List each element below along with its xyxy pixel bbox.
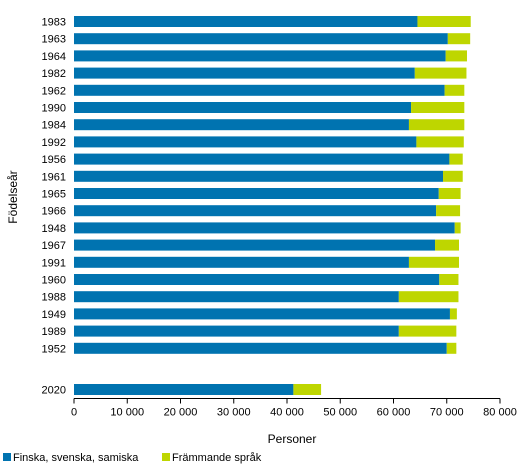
bar-1990-series-1 bbox=[74, 102, 412, 113]
bar-1952-series-1 bbox=[74, 342, 447, 354]
x-tick-label-10000: 10 000 bbox=[110, 407, 144, 419]
bar-1992-series-2 bbox=[416, 136, 464, 148]
y-tick-label-1983: 1983 bbox=[42, 17, 66, 29]
bar-1983-series-1 bbox=[74, 16, 418, 27]
y-tick-labels: 1983 1963 1964 1982 1962 1990 1984 1992 1956 1961… bbox=[42, 17, 66, 397]
bar-1989-series-1 bbox=[74, 325, 399, 337]
x-axis-title: Personer bbox=[268, 432, 317, 446]
y-tick-label-1949: 1949 bbox=[42, 309, 66, 321]
y-tick-label-1963: 1963 bbox=[42, 34, 66, 46]
y-tick-label-1956: 1956 bbox=[42, 154, 66, 166]
y-tick-label-1964: 1964 bbox=[42, 51, 66, 63]
y-tick-label-1948: 1948 bbox=[42, 223, 66, 235]
bar-1962-series-2 bbox=[444, 84, 465, 96]
bar-2020-series-1 bbox=[74, 384, 294, 395]
bar-1966-series-2 bbox=[436, 205, 461, 217]
y-tick-label-1992: 1992 bbox=[42, 137, 66, 149]
bar-1948-series-1 bbox=[74, 222, 455, 234]
x-tick-label-40000: 40 000 bbox=[270, 407, 304, 419]
x-tick-label-20000: 20 000 bbox=[164, 407, 198, 419]
legend-label-series-1: Finska, svenska, samiska bbox=[13, 452, 139, 464]
bar-1963-series-2 bbox=[447, 33, 471, 45]
y-tick-label-1984: 1984 bbox=[42, 120, 66, 132]
bar-1982-series-2 bbox=[414, 67, 467, 79]
bar-1967-series-2 bbox=[435, 239, 459, 251]
bars-layer bbox=[74, 16, 471, 395]
bar-1961-series-1 bbox=[74, 170, 444, 182]
x-tick-labels: 0 10 000 20 000 30 000 40 000 50 000 60 000 70 … bbox=[71, 398, 517, 419]
x-tick-label-50000: 50 000 bbox=[323, 407, 357, 419]
bar-1956-series-2 bbox=[449, 153, 463, 165]
y-tick-label-1988: 1988 bbox=[42, 292, 66, 304]
legend: Finska, svenska, samiska Främmande språk bbox=[3, 452, 262, 464]
bar-1961-series-2 bbox=[443, 170, 463, 182]
y-tick-label-1967: 1967 bbox=[42, 240, 66, 252]
bar-1984-series-1 bbox=[74, 119, 409, 131]
bar-1948-series-2 bbox=[454, 222, 461, 234]
y-tick-label-1982: 1982 bbox=[42, 68, 66, 80]
x-tick-label-0: 0 bbox=[71, 407, 77, 419]
bar-1963-series-1 bbox=[74, 33, 448, 45]
bar-2020-series-2 bbox=[293, 384, 322, 395]
bar-1965-series-2 bbox=[438, 188, 461, 199]
legend-swatch-series-2 bbox=[162, 453, 170, 461]
x-tick-label-80000: 80 000 bbox=[483, 407, 517, 419]
y-tick-label-1990: 1990 bbox=[42, 103, 66, 115]
y-axis-title: Födelseår bbox=[6, 170, 20, 223]
bar-1964-series-1 bbox=[74, 50, 446, 62]
y-tick-label-1961: 1961 bbox=[42, 171, 66, 183]
bar-1988-series-2 bbox=[398, 291, 459, 303]
bar-1952-series-2 bbox=[446, 342, 457, 354]
y-tick-label-1989: 1989 bbox=[42, 326, 66, 338]
bar-1982-series-1 bbox=[74, 67, 415, 79]
bar-1962-series-1 bbox=[74, 84, 445, 96]
legend-swatch-series-1 bbox=[3, 453, 11, 461]
bar-1964-series-2 bbox=[445, 50, 467, 62]
y-tick-label-1991: 1991 bbox=[42, 257, 66, 269]
y-tick-label-1966: 1966 bbox=[42, 206, 66, 218]
bar-1983-series-2 bbox=[417, 16, 471, 27]
bar-1965-series-1 bbox=[74, 188, 439, 199]
bar-1966-series-1 bbox=[74, 205, 437, 217]
bar-1990-series-2 bbox=[411, 102, 465, 113]
bar-1949-series-1 bbox=[74, 308, 450, 320]
x-tick-label-30000: 30 000 bbox=[217, 407, 251, 419]
x-tick-label-70000: 70 000 bbox=[430, 407, 464, 419]
y-tick-label-1952: 1952 bbox=[42, 343, 66, 355]
bar-1989-series-2 bbox=[398, 325, 457, 337]
bar-1956-series-1 bbox=[74, 153, 450, 165]
y-tick-label-1960: 1960 bbox=[42, 275, 66, 287]
bar-1967-series-1 bbox=[74, 239, 436, 251]
bar-1960-series-2 bbox=[439, 274, 459, 285]
y-tick-label-1962: 1962 bbox=[42, 85, 66, 97]
bar-1960-series-1 bbox=[74, 274, 440, 285]
bar-1992-series-1 bbox=[74, 136, 417, 148]
y-tick-label-2020: 2020 bbox=[42, 385, 66, 397]
bar-1984-series-2 bbox=[408, 119, 465, 131]
legend-label-series-2: Främmande språk bbox=[172, 452, 262, 464]
bar-1991-series-2 bbox=[408, 256, 459, 268]
bar-1991-series-1 bbox=[74, 256, 409, 268]
x-tick-label-60000: 60 000 bbox=[377, 407, 411, 419]
y-tick-label-1965: 1965 bbox=[42, 189, 66, 201]
bar-1949-series-2 bbox=[449, 308, 457, 320]
bar-1988-series-1 bbox=[74, 291, 399, 303]
